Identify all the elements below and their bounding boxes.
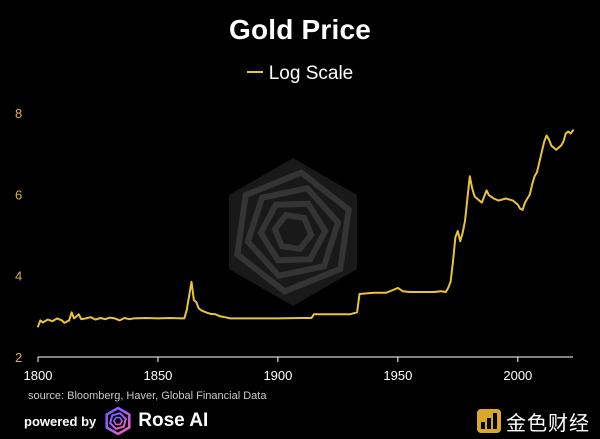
source-note: source: Bloomberg, Haver, Global Financi…	[28, 390, 267, 402]
rose-ai-hexagon-watermark-icon	[229, 158, 357, 306]
y-tick-label: 4	[15, 269, 22, 284]
brand-name: Rose AI	[138, 410, 209, 431]
powered-by-bar: powered by Rose AI	[24, 406, 208, 436]
x-tick-label: 1950	[383, 368, 412, 383]
jinse-brand-text: 金色财经	[506, 412, 590, 435]
y-tick-label: 2	[15, 350, 22, 365]
x-tick-label: 2000	[503, 368, 532, 383]
jinse-caijing-logo-icon	[477, 409, 501, 433]
chart-legend: Log Scale	[0, 63, 600, 85]
powered-by-label: powered by	[24, 413, 97, 429]
rose-ai-logo-icon	[105, 407, 131, 435]
x-tick-label: 1800	[24, 368, 53, 383]
y-tick-label: 6	[15, 187, 22, 202]
chart-title: Gold Price	[228, 14, 372, 45]
x-tick-label: 1900	[263, 368, 292, 383]
legend-swatch	[246, 70, 263, 73]
legend-label: Log Scale	[268, 63, 354, 84]
jinse-watermark: 金色财经	[476, 406, 590, 436]
y-tick-label: 8	[15, 106, 22, 121]
x-axis-ticks: 1800 1850 1900 1950 2000	[24, 357, 532, 383]
x-tick-label: 1850	[143, 368, 172, 383]
y-axis-ticks: 2 4 6 8	[15, 106, 22, 365]
gold-price-series-line	[37, 129, 574, 328]
